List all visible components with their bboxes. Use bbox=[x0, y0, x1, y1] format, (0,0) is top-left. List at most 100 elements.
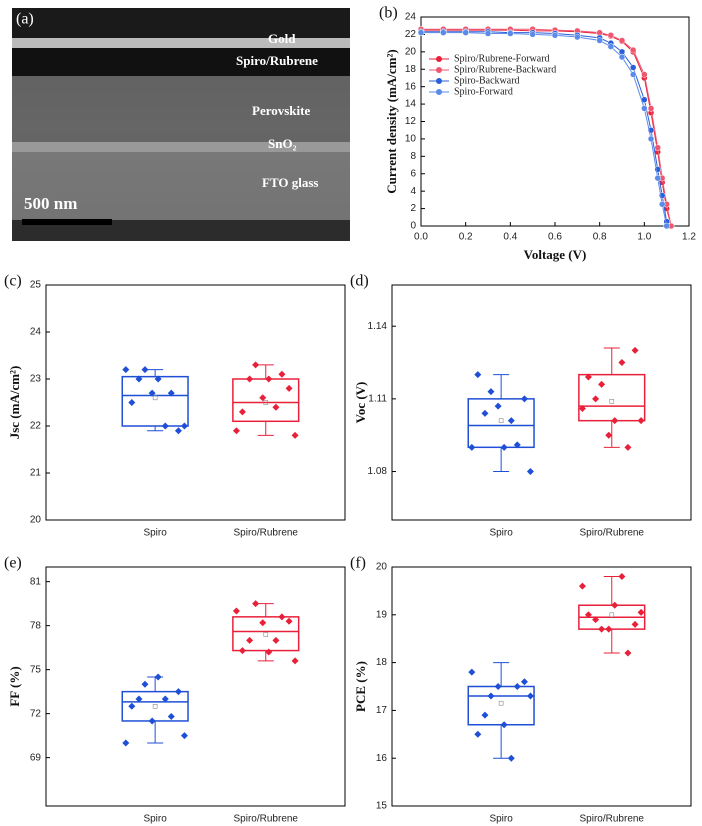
data-point bbox=[647, 135, 655, 143]
data-point bbox=[291, 657, 299, 665]
data-point bbox=[174, 427, 182, 435]
data-point bbox=[238, 647, 246, 655]
data-point bbox=[148, 717, 156, 725]
x-tick-label: Spiro/Rubrene bbox=[580, 814, 645, 825]
legend-label: Spiro/Rubrene-Forward bbox=[454, 53, 550, 64]
data-point bbox=[481, 711, 489, 719]
data-point bbox=[658, 200, 666, 208]
mean bbox=[498, 418, 504, 423]
y-tick-label: 78 bbox=[30, 620, 42, 631]
legend-label: Spiro-Forward bbox=[454, 86, 513, 97]
data-point bbox=[238, 408, 246, 416]
data-point bbox=[584, 373, 592, 381]
data-point bbox=[259, 394, 267, 402]
data-point bbox=[574, 33, 581, 41]
data-point bbox=[611, 417, 619, 425]
mean bbox=[263, 632, 269, 637]
data-point bbox=[232, 427, 240, 435]
mean bbox=[498, 700, 504, 706]
data-point bbox=[624, 443, 632, 451]
plot-frame bbox=[45, 566, 346, 807]
data-point bbox=[122, 739, 130, 747]
y-tick-label: 19 bbox=[376, 609, 388, 620]
data-point bbox=[481, 409, 489, 417]
scale-bar-label: 500 nm bbox=[24, 194, 77, 213]
y-tick-label: 1.14 bbox=[368, 321, 388, 332]
x-tick-label: 0.2 bbox=[459, 232, 473, 243]
y-tick-label: 20 bbox=[376, 562, 388, 573]
box bbox=[578, 373, 646, 422]
data-point bbox=[135, 695, 143, 703]
data-point bbox=[154, 673, 162, 681]
data-point bbox=[128, 399, 136, 406]
data-point bbox=[285, 617, 293, 625]
scale-bar bbox=[22, 219, 112, 225]
sem-bottom bbox=[12, 220, 350, 241]
data-point bbox=[174, 688, 182, 696]
data-point bbox=[252, 600, 260, 608]
y-tick-label: 8 bbox=[410, 151, 416, 162]
data-point bbox=[551, 32, 559, 39]
data-point bbox=[272, 636, 280, 644]
data-point bbox=[167, 713, 175, 721]
data-point bbox=[637, 417, 645, 425]
y-tick-label: 4 bbox=[410, 186, 416, 197]
x-tick-label: Spiro bbox=[489, 528, 513, 539]
data-point bbox=[507, 417, 515, 425]
data-point bbox=[631, 620, 639, 628]
x-tick-label: Spiro/Rubrene bbox=[580, 528, 645, 539]
data-point bbox=[607, 43, 615, 50]
legend-marker bbox=[436, 56, 442, 62]
y-axis-label: Jsc (mA/cm²) bbox=[7, 366, 22, 440]
layer-label: SnO₂ bbox=[268, 136, 297, 151]
y-tick-label: 16 bbox=[376, 753, 388, 764]
data-point bbox=[141, 366, 149, 374]
data-point bbox=[513, 441, 521, 449]
y-axis-label: PCE (%) bbox=[353, 661, 368, 712]
legend-label: Spiro/Rubrene-Backward bbox=[454, 64, 556, 75]
y-tick-label: 1.11 bbox=[368, 394, 387, 405]
x-tick-label: 0.6 bbox=[548, 232, 562, 243]
x-tick-label: Spiro bbox=[143, 528, 167, 539]
data-point bbox=[462, 29, 469, 36]
y-tick-label: 24 bbox=[30, 327, 42, 338]
mean bbox=[152, 395, 158, 401]
x-axis-label: Voltage (V) bbox=[524, 247, 587, 262]
data-point bbox=[605, 625, 613, 633]
data-point bbox=[520, 395, 528, 403]
panel-label: (c) bbox=[4, 273, 22, 290]
box bbox=[121, 375, 189, 427]
data-point bbox=[618, 359, 626, 367]
data-point bbox=[417, 29, 425, 36]
sem-perovskite-layer bbox=[12, 76, 350, 142]
x-tick-label: Spiro/Rubrene bbox=[234, 528, 299, 539]
y-axis-label: Current density (mA/cm²) bbox=[384, 49, 399, 193]
data-point bbox=[578, 405, 586, 413]
y-tick-label: 0 bbox=[410, 221, 416, 232]
y-tick-label: 22 bbox=[30, 421, 42, 432]
panel-label: (f) bbox=[350, 555, 366, 572]
legend-marker bbox=[436, 78, 442, 84]
data-point bbox=[252, 361, 260, 369]
data-point bbox=[484, 30, 492, 37]
data-point bbox=[629, 64, 637, 71]
y-tick-label: 2 bbox=[410, 203, 416, 214]
data-point bbox=[468, 668, 476, 676]
data-point bbox=[629, 71, 637, 78]
sem-top bbox=[12, 8, 350, 38]
y-tick-label: 22 bbox=[405, 29, 417, 40]
data-point bbox=[654, 144, 661, 151]
panel-label: (b) bbox=[379, 5, 398, 22]
data-point bbox=[278, 613, 286, 621]
x-tick-label: 1.2 bbox=[682, 232, 696, 243]
data-point bbox=[259, 619, 267, 627]
data-point bbox=[285, 384, 293, 392]
data-point bbox=[618, 53, 626, 61]
data-point bbox=[141, 680, 149, 688]
data-point bbox=[598, 625, 606, 633]
data-point bbox=[596, 37, 603, 44]
legend-label: Spiro-Backward bbox=[454, 75, 520, 86]
mean bbox=[152, 703, 158, 709]
